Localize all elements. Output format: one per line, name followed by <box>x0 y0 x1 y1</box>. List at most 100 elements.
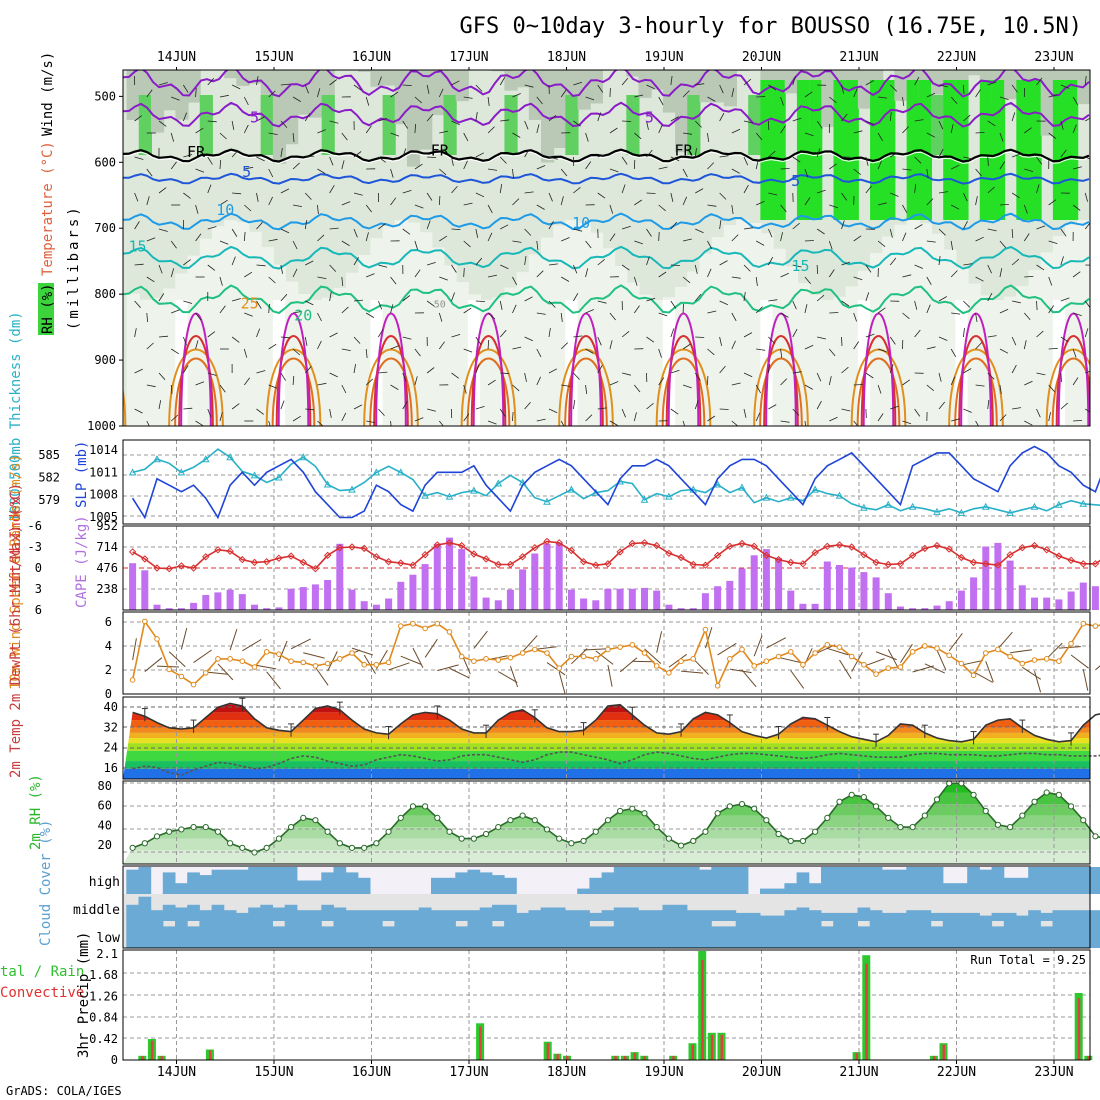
cloud-cell <box>881 921 895 948</box>
wind-barb <box>1084 328 1089 338</box>
cape-bar <box>957 590 965 610</box>
wind-barb <box>231 150 239 158</box>
cloud-cell <box>772 888 785 894</box>
wind10m-marker <box>483 656 489 662</box>
li-marker <box>823 542 832 551</box>
wind-barb <box>889 228 893 238</box>
wind-barb <box>475 228 479 238</box>
cloud-cell <box>626 867 639 894</box>
wind-barb <box>451 156 454 166</box>
cloud-cell <box>491 875 505 894</box>
rh-marker <box>239 844 246 851</box>
li-marker <box>397 559 405 567</box>
wind10m-marker <box>276 651 282 657</box>
wind-barb <box>609 127 618 134</box>
wind-barb <box>585 309 594 314</box>
li-marker <box>774 555 783 564</box>
wind-barb <box>877 202 887 206</box>
wind-barb <box>268 196 273 206</box>
wind-barb <box>256 116 265 122</box>
date-label-bottom: 15JUN <box>254 1065 293 1080</box>
wind-barb <box>158 120 167 127</box>
wind-barb <box>804 304 808 314</box>
wind10m-marker <box>471 658 477 665</box>
li-marker <box>847 543 856 551</box>
cape-bar <box>287 588 295 610</box>
wind-barb <box>646 120 649 130</box>
wind-barb <box>658 377 665 386</box>
date-label-bottom: 20JUN <box>742 1065 781 1080</box>
cloud-cell <box>1089 867 1100 894</box>
wind-barb <box>268 168 274 178</box>
rh-marker <box>885 814 892 821</box>
cape-bar <box>933 605 941 610</box>
wind-barb <box>341 348 351 351</box>
wind-barb <box>280 148 283 158</box>
cloud-cell <box>735 912 749 921</box>
wind-barb <box>512 198 520 206</box>
rh-band <box>967 70 981 76</box>
wind-barb <box>365 312 375 318</box>
rh-marker <box>872 803 880 810</box>
warm-contour-loop <box>958 335 994 426</box>
wind-barb <box>658 312 668 317</box>
wind10m-marker <box>641 650 648 656</box>
rh-band-dry <box>577 222 591 426</box>
rh-band-dry <box>431 247 445 426</box>
rh-band-wet <box>979 80 993 220</box>
cape-bar <box>799 603 807 610</box>
cloud-cell <box>930 867 944 894</box>
wind-barb <box>366 273 375 278</box>
wind10m-marker <box>434 620 441 627</box>
wind-barb <box>390 276 397 285</box>
cape-bar <box>994 542 1002 610</box>
date-label-top: 14JUN <box>157 50 196 65</box>
li-marker <box>701 561 710 569</box>
wind-barb <box>1072 271 1081 278</box>
cape-bar <box>543 543 551 610</box>
wind-barb <box>231 228 238 237</box>
wind-barb <box>975 168 982 177</box>
rh-band-dry <box>187 255 201 426</box>
cape-bar <box>506 589 514 610</box>
wind-barb <box>402 148 407 158</box>
rh-band <box>187 70 201 103</box>
wind-barb <box>475 192 485 198</box>
wind10m-marker <box>775 653 782 660</box>
li-marker <box>652 541 661 550</box>
wind-barb <box>792 328 798 338</box>
wind-barb <box>475 364 480 374</box>
wind-barb <box>451 372 460 379</box>
cloud-cell <box>686 867 700 894</box>
cloud-cell <box>699 921 712 948</box>
thickness-marker <box>884 500 893 508</box>
cape-bar <box>299 587 307 610</box>
cape-bar <box>226 589 234 610</box>
wind-barb <box>902 96 905 106</box>
wind-barb <box>524 84 534 88</box>
wind-barb <box>853 168 861 176</box>
wind-barb <box>390 197 397 206</box>
wind-barb <box>305 300 314 306</box>
wind10m-marker <box>1080 620 1087 627</box>
temp-band <box>123 727 1090 733</box>
wind-barb <box>438 312 443 322</box>
wind10m-barb <box>692 658 709 675</box>
cloud-cell <box>162 904 176 921</box>
cloud-cell <box>223 921 237 948</box>
wind-barb <box>365 96 370 106</box>
warm-contour-loop <box>564 357 608 426</box>
cloud-cell <box>613 907 627 921</box>
rh-marker <box>202 824 209 831</box>
wind-barb <box>341 132 348 141</box>
cloud-cell <box>516 921 529 948</box>
wind10m-marker <box>1031 657 1038 663</box>
cloud-cell <box>699 910 712 921</box>
cloud-cell <box>589 912 603 921</box>
cloud-cell <box>357 910 371 921</box>
wind-barb <box>524 191 534 194</box>
wind10m-marker <box>946 652 952 659</box>
rh-marker <box>519 812 526 819</box>
wind-barb <box>341 276 344 287</box>
